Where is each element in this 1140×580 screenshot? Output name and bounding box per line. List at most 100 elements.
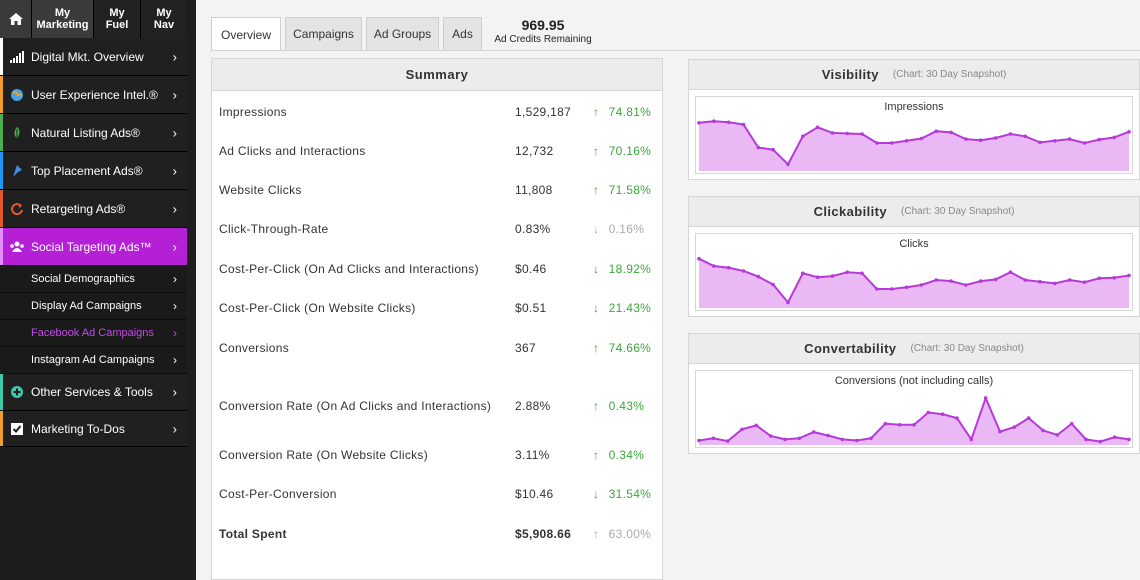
data-point[interactable] — [1026, 416, 1031, 420]
tab-campaigns[interactable]: Campaigns — [285, 17, 362, 50]
data-point[interactable] — [712, 119, 716, 123]
data-point[interactable] — [993, 136, 998, 140]
data-point[interactable] — [740, 427, 744, 432]
data-point[interactable] — [1082, 141, 1087, 145]
data-point[interactable] — [940, 412, 945, 416]
tab-overview[interactable]: Overview — [211, 17, 281, 51]
data-point[interactable] — [1082, 280, 1087, 284]
data-point[interactable] — [1023, 278, 1027, 282]
sidebar-item-natural-listing[interactable]: Natural Listing Ads® › — [0, 114, 187, 152]
data-point[interactable] — [964, 283, 968, 287]
data-point[interactable] — [845, 270, 850, 274]
sidebar-item-marketing-todos[interactable]: Marketing To-Dos › — [0, 411, 187, 447]
data-point[interactable] — [801, 134, 805, 139]
data-point[interactable] — [726, 120, 731, 125]
sidebar-item-digital-overview[interactable]: Digital Mkt. Overview › — [0, 38, 187, 76]
data-point[interactable] — [912, 423, 916, 427]
data-point[interactable] — [949, 130, 953, 135]
data-point[interactable] — [969, 437, 974, 442]
data-point[interactable] — [1067, 278, 1072, 282]
tab-ad-groups[interactable]: Ad Groups — [366, 17, 439, 50]
data-point[interactable] — [890, 287, 894, 291]
data-point[interactable] — [926, 410, 931, 415]
data-point[interactable] — [697, 256, 701, 261]
data-point[interactable] — [697, 438, 701, 443]
data-point[interactable] — [1038, 279, 1042, 284]
data-point[interactable] — [786, 162, 790, 167]
data-point[interactable] — [830, 274, 835, 278]
data-point[interactable] — [955, 416, 959, 420]
data-point[interactable] — [869, 436, 873, 441]
data-point[interactable] — [934, 278, 938, 282]
data-point[interactable] — [754, 423, 759, 428]
data-point[interactable] — [712, 264, 716, 268]
data-point[interactable] — [741, 269, 746, 273]
data-point[interactable] — [845, 131, 850, 136]
data-point[interactable] — [697, 121, 701, 125]
data-point[interactable] — [1097, 137, 1102, 142]
data-point[interactable] — [1112, 276, 1116, 280]
data-point[interactable] — [897, 423, 902, 427]
data-point[interactable] — [1008, 132, 1013, 136]
data-point[interactable] — [860, 132, 864, 136]
data-point[interactable] — [1038, 140, 1042, 145]
data-point[interactable] — [883, 421, 888, 426]
sidebar-subitem-facebook-ad-campaigns[interactable]: Facebook Ad Campaigns › — [0, 320, 187, 347]
data-point[interactable] — [1127, 273, 1131, 278]
data-point[interactable] — [919, 136, 924, 141]
data-point[interactable] — [815, 125, 820, 130]
data-point[interactable] — [1053, 139, 1057, 143]
data-point[interactable] — [815, 275, 820, 279]
data-point[interactable] — [854, 438, 859, 443]
data-point[interactable] — [1112, 135, 1116, 140]
data-point[interactable] — [1012, 425, 1017, 429]
data-point[interactable] — [801, 271, 805, 276]
data-point[interactable] — [797, 436, 802, 441]
data-point[interactable] — [1084, 437, 1088, 442]
data-point[interactable] — [875, 141, 879, 145]
data-point[interactable] — [919, 283, 924, 287]
sidebar-subitem-display-ad-campaigns[interactable]: Display Ad Campaigns › — [0, 293, 187, 320]
home-button[interactable] — [0, 0, 31, 38]
data-point[interactable] — [840, 437, 845, 442]
data-point[interactable] — [771, 282, 775, 287]
data-point[interactable] — [1041, 428, 1045, 433]
data-point[interactable] — [1023, 134, 1027, 139]
data-point[interactable] — [786, 300, 790, 305]
tab-ads[interactable]: Ads — [443, 17, 482, 50]
data-point[interactable] — [726, 265, 731, 270]
data-point[interactable] — [993, 277, 998, 282]
data-point[interactable] — [1097, 276, 1102, 281]
data-point[interactable] — [904, 285, 909, 290]
nav-tab-my-fuel[interactable]: My Fuel — [93, 0, 140, 38]
data-point[interactable] — [826, 433, 830, 438]
data-point[interactable] — [978, 279, 983, 283]
sidebar-item-other-services[interactable]: Other Services & Tools › — [0, 374, 187, 411]
data-point[interactable] — [949, 279, 953, 283]
data-point[interactable] — [756, 274, 761, 279]
sidebar-item-user-experience[interactable]: User Experience Intel.® › — [0, 76, 187, 114]
data-point[interactable] — [998, 429, 1002, 434]
data-point[interactable] — [860, 271, 864, 276]
sidebar-item-retargeting[interactable]: Retargeting Ads® › — [0, 190, 187, 228]
data-point[interactable] — [756, 145, 761, 150]
nav-tab-my-marketing[interactable]: My Marketing — [31, 0, 93, 38]
data-point[interactable] — [1127, 437, 1131, 442]
data-point[interactable] — [904, 139, 909, 143]
data-point[interactable] — [783, 437, 787, 442]
data-point[interactable] — [1098, 439, 1103, 444]
data-point[interactable] — [725, 439, 730, 443]
data-point[interactable] — [830, 131, 835, 135]
data-point[interactable] — [1053, 281, 1057, 286]
data-point[interactable] — [711, 436, 716, 441]
data-point[interactable] — [978, 138, 983, 142]
sidebar-item-top-placement[interactable]: Top Placement Ads® › — [0, 152, 187, 190]
data-point[interactable] — [811, 430, 816, 434]
data-point[interactable] — [741, 122, 746, 127]
nav-tab-my-nav[interactable]: My Nav — [140, 0, 187, 38]
data-point[interactable] — [1055, 433, 1060, 437]
sidebar-subitem-instagram-ad-campaigns[interactable]: Instagram Ad Campaigns › — [0, 347, 187, 374]
data-point[interactable] — [771, 147, 775, 152]
data-point[interactable] — [964, 137, 968, 141]
data-point[interactable] — [875, 287, 879, 291]
